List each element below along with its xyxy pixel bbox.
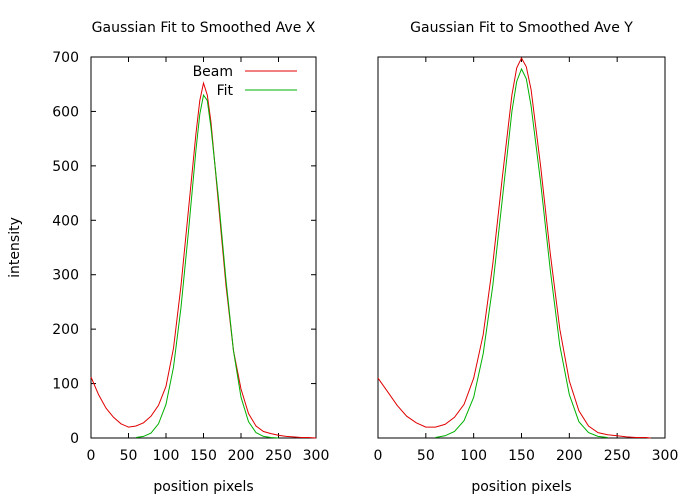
x-tick-label: 250 [265, 448, 292, 464]
y-tick-label: 300 [52, 268, 79, 284]
plot-frame [377, 56, 666, 439]
x-tick-label: 0 [87, 448, 96, 464]
series-line-beam [90, 81, 317, 439]
y-tick-label: 700 [52, 50, 79, 66]
chart-title: Gaussian Fit to Smoothed Ave X [92, 20, 316, 36]
x-axis-label: position pixels [471, 479, 571, 495]
legend-label-fit: Fit [217, 83, 234, 99]
x-tick-label: 250 [604, 448, 631, 464]
x-tick-label: 150 [190, 448, 217, 464]
x-tick-label: 150 [508, 448, 535, 464]
x-tick-label: 300 [303, 448, 330, 464]
legend-label-beam: Beam [193, 64, 233, 80]
series-line-fit [135, 93, 279, 439]
x-tick-label: 50 [417, 448, 435, 464]
y-tick-label: 400 [52, 213, 79, 229]
y-tick-label: 600 [52, 104, 79, 120]
y-tick-label: 100 [52, 377, 79, 393]
series-line-series-1 [435, 67, 608, 438]
y-axis-label: intensity [7, 217, 23, 278]
x-tick-label: 200 [228, 448, 255, 464]
plot-frame [90, 56, 317, 439]
series-line-series-0 [377, 57, 651, 439]
y-tick-label: 500 [52, 159, 79, 175]
y-tick-label: 0 [70, 431, 79, 447]
x-tick-label: 0 [374, 448, 383, 464]
x-tick-label: 50 [120, 448, 138, 464]
y-tick-label: 200 [52, 322, 79, 338]
x-tick-label: 300 [652, 448, 679, 464]
x-axis-label: position pixels [153, 479, 253, 495]
x-tick-label: 200 [556, 448, 583, 464]
x-tick-label: 100 [153, 448, 180, 464]
x-tick-label: 100 [460, 448, 487, 464]
chart-title: Gaussian Fit to Smoothed Ave Y [410, 20, 633, 36]
